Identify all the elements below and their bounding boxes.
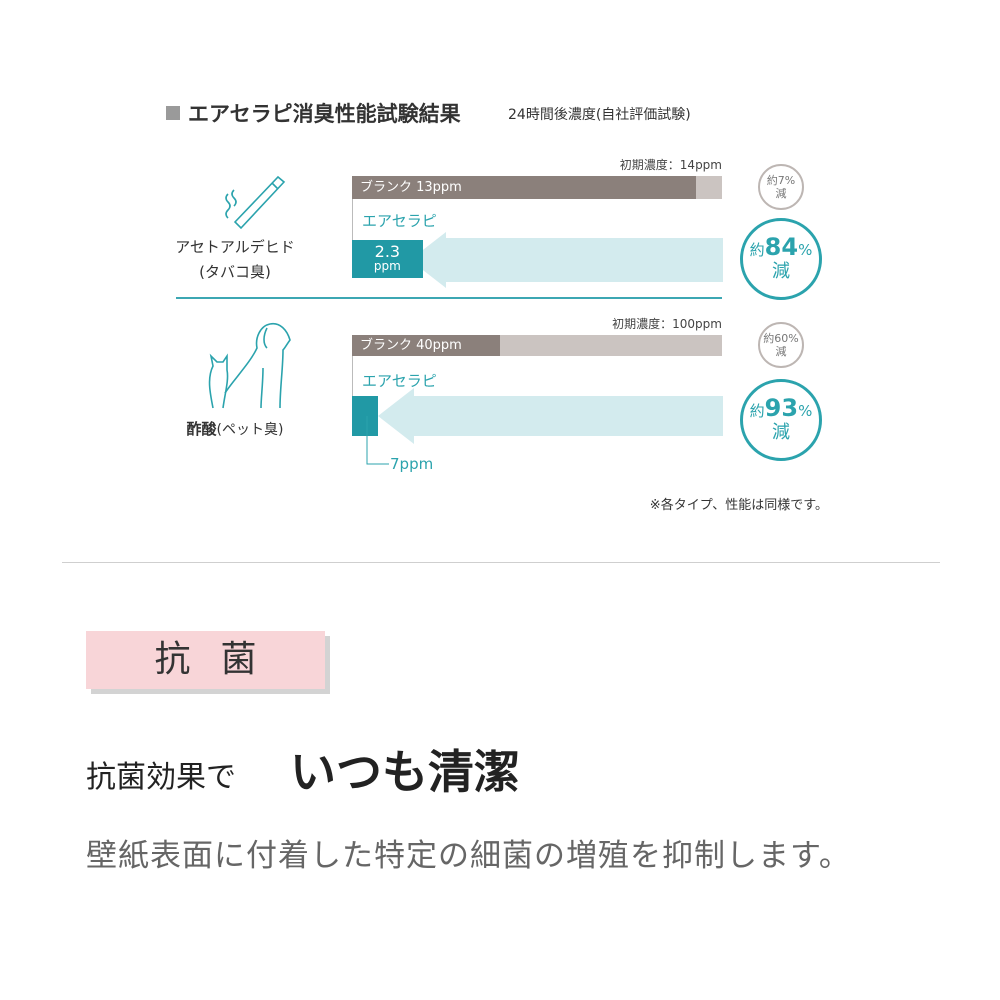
category-label: アセトアルデヒド (タバコ臭) xyxy=(160,235,310,285)
bar-axis xyxy=(352,176,353,276)
section-divider xyxy=(62,562,940,563)
reduction-arrow xyxy=(378,388,723,444)
product-value: 2.3 xyxy=(374,242,401,261)
section-badge: 抗菌 xyxy=(86,631,325,689)
pet-icon xyxy=(208,322,291,409)
value: 93 xyxy=(764,393,799,422)
bar-axis xyxy=(352,335,353,435)
prefix: 約 xyxy=(749,240,765,259)
product-value: 7ppm xyxy=(390,455,434,473)
blank-reduction-badge: 約60% 減 xyxy=(758,322,804,368)
pct: % xyxy=(798,240,813,259)
product-bar: 2.3 ppm xyxy=(352,240,423,278)
cigarette-icon xyxy=(225,175,286,230)
category-sub: (ペット臭) xyxy=(216,422,284,438)
chart-title: エアセラピ消臭性能試験結果 xyxy=(188,102,461,126)
category-name: 酢酸 xyxy=(186,420,217,438)
prefix: 約 xyxy=(749,401,765,420)
value: 60% xyxy=(774,332,799,345)
suffix: 減 xyxy=(775,345,787,358)
headline-small: 抗菌効果で xyxy=(86,760,236,795)
footnote: ※各タイプ、性能は同様です。 xyxy=(649,498,828,513)
product-reduction-badge: 約93% 減 xyxy=(740,379,822,461)
value: 84 xyxy=(764,232,799,261)
prefix: 約 xyxy=(763,332,775,345)
description: 壁紙表面に付着した特定の細菌の増殖を抑制します。 xyxy=(86,838,851,874)
category-sub: (タバコ臭) xyxy=(199,263,271,281)
value-leader-line xyxy=(366,416,389,465)
blank-bar: ブランク 13ppm xyxy=(352,176,696,199)
category-name: アセトアルデヒド xyxy=(175,238,295,256)
initial-concentration-label: 初期濃度：14ppm xyxy=(619,158,722,172)
suffix: 減 xyxy=(772,260,790,282)
product-unit: ppm xyxy=(373,259,401,273)
value: 7% xyxy=(777,174,796,187)
title-square-icon xyxy=(166,106,180,120)
product-label: エアセラピ xyxy=(362,212,437,230)
category-label: 酢酸(ペット臭) xyxy=(160,417,310,443)
prefix: 約 xyxy=(766,174,778,187)
initial-concentration-label: 初期濃度：100ppm xyxy=(612,317,722,331)
chart-subtitle: 24時間後濃度(自社評価試験) xyxy=(508,107,691,123)
headline-large: いつも清潔 xyxy=(290,745,520,799)
blank-reduction-badge: 約7% 減 xyxy=(758,164,804,210)
product-bar xyxy=(352,396,378,436)
blank-bar: ブランク 40ppm xyxy=(352,335,500,356)
product-label: エアセラピ xyxy=(362,372,437,390)
product-reduction-badge: 約84% 減 xyxy=(740,218,822,300)
suffix: 減 xyxy=(772,421,790,443)
pct: % xyxy=(798,401,813,420)
reduction-arrow xyxy=(410,232,723,288)
group-divider xyxy=(176,297,722,299)
suffix: 減 xyxy=(775,187,787,200)
